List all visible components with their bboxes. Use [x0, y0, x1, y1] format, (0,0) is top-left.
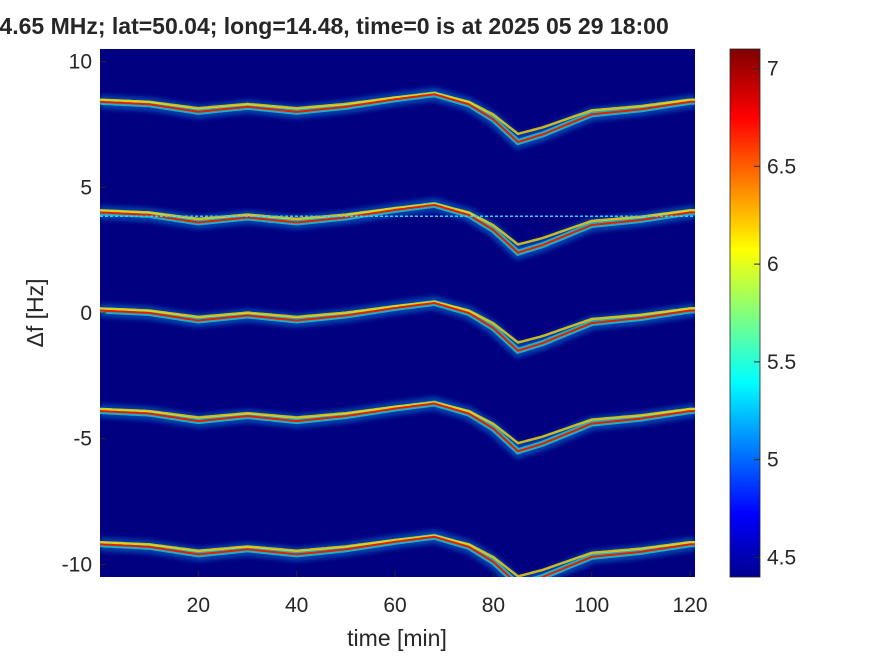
signal-traces — [100, 87, 695, 577]
trace-2 — [100, 203, 695, 254]
colorbar-tick-label: 6 — [767, 253, 779, 276]
y-axis-ticks: 10 5 0 -5 -10 — [62, 51, 106, 576]
x-tick-label: 120 — [673, 594, 708, 617]
trace-3 — [100, 301, 695, 352]
trace-1 — [100, 93, 695, 144]
trace-5 — [100, 535, 695, 577]
y-tick-label: 0 — [80, 302, 92, 325]
x-tick-label: 100 — [574, 594, 609, 617]
x-tick-label: 60 — [383, 594, 406, 617]
trace-4 — [100, 402, 695, 453]
x-tick-label: 80 — [482, 594, 505, 617]
y-tick-label: 10 — [69, 51, 92, 74]
x-axis-label: time [min] — [347, 625, 447, 651]
colorbar-tick-label: 7 — [767, 58, 779, 81]
y-tick-label: 5 — [80, 176, 92, 199]
y-tick-label: -10 — [62, 553, 92, 576]
colorbar-ticks: 7 6.5 6 5.5 5 4.5 — [754, 58, 796, 569]
colorbar-tick-label: 4.5 — [767, 546, 796, 569]
colorbar-tick-label: 5 — [767, 449, 779, 472]
colorbar-tick-label: 6.5 — [767, 155, 796, 178]
trace-mid-2 — [100, 202, 695, 246]
colorbar — [729, 48, 761, 578]
trace-mid-4 — [100, 401, 695, 445]
x-axis-ticks: 20 40 60 80 100 120 — [187, 571, 708, 617]
x-tick-label: 20 — [187, 594, 210, 617]
x-tick-label: 40 — [285, 594, 308, 617]
y-axis-label: Δf [Hz] — [22, 278, 48, 347]
y-tick-label: -5 — [73, 428, 92, 451]
trace-mid-5 — [100, 534, 695, 577]
trace-mid-1 — [100, 92, 695, 136]
colorbar-tick-label: 5.5 — [767, 351, 796, 374]
chart-title: =4.65 MHz; lat=50.04; long=14.48, time=0… — [0, 13, 669, 39]
trace-mid-3 — [100, 300, 695, 344]
